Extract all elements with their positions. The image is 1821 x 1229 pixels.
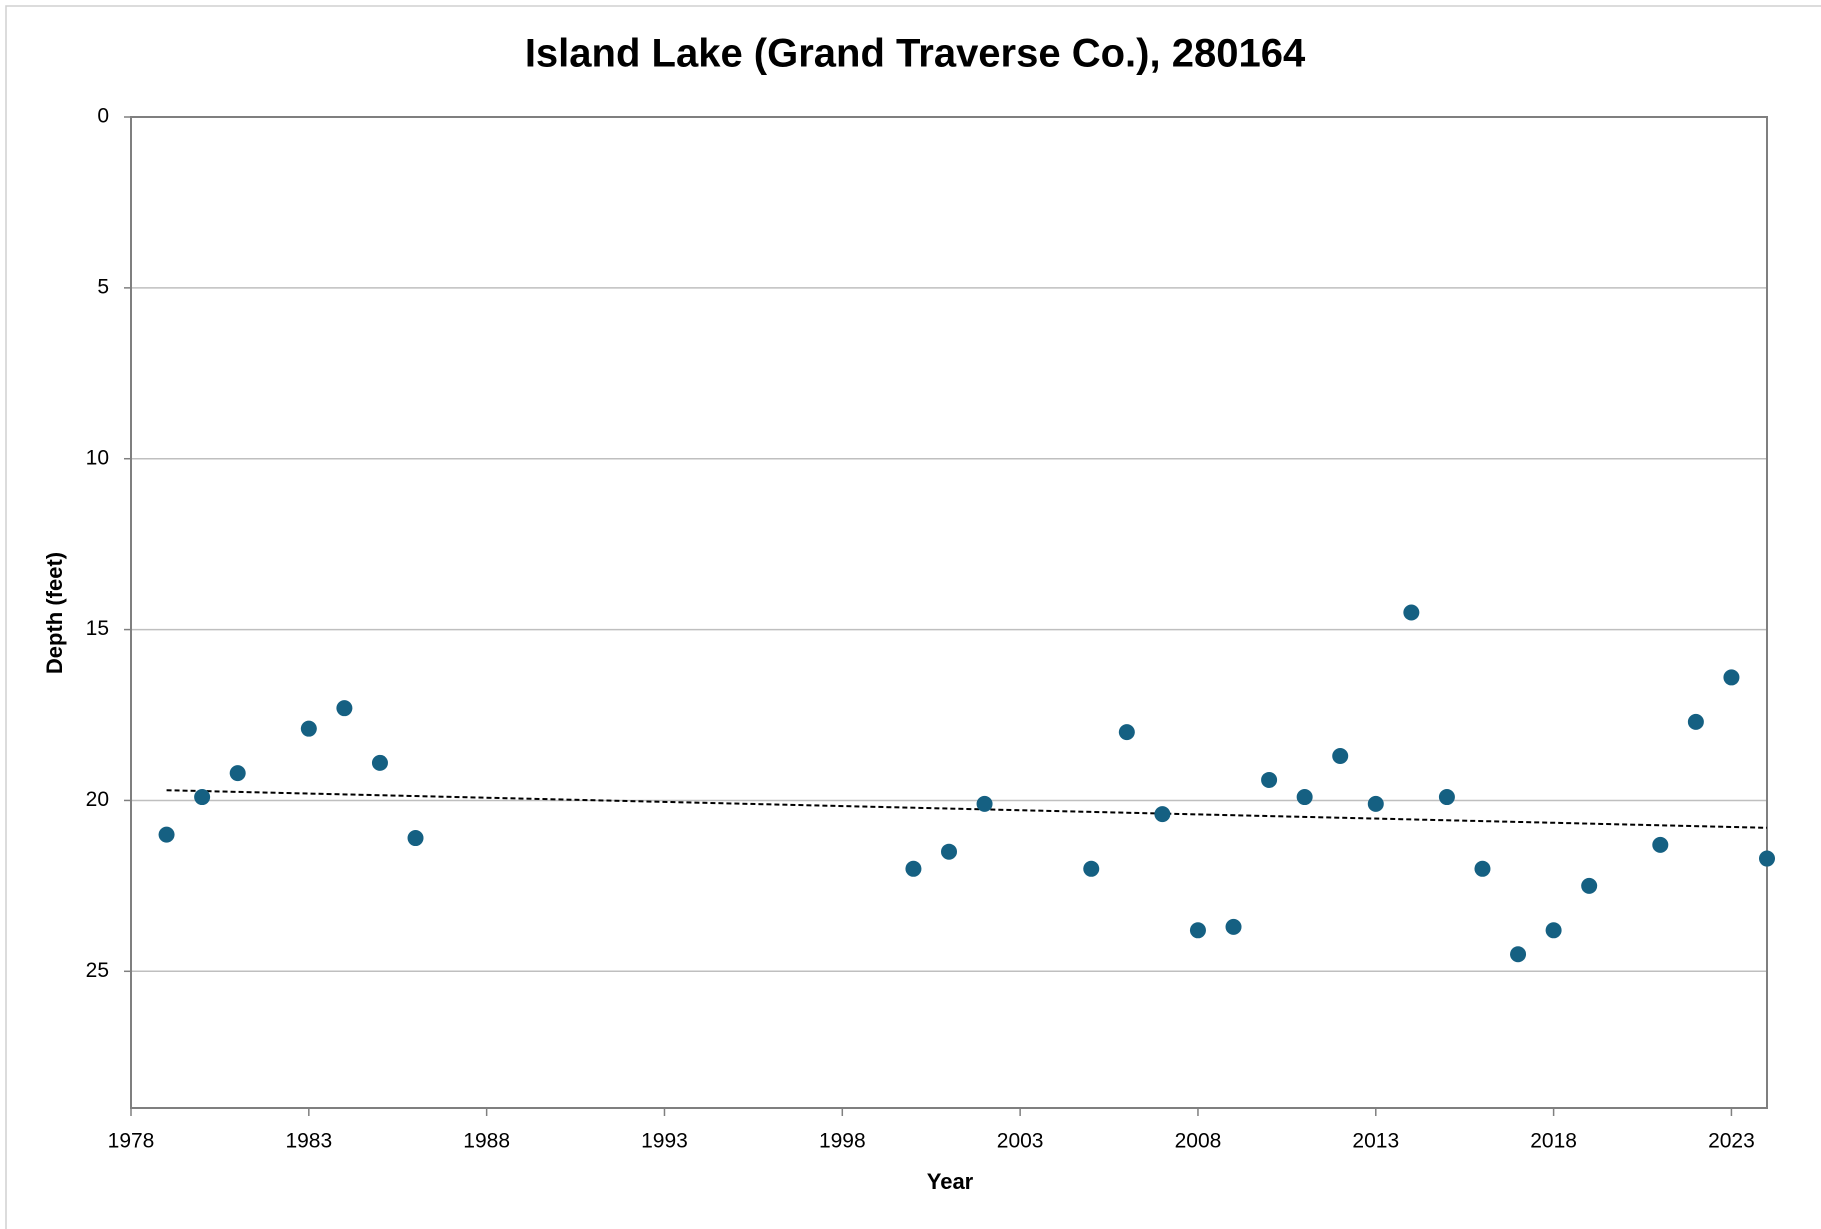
x-tick-label: 2003: [997, 1130, 1044, 1153]
data-point: [905, 860, 922, 877]
data-point: [407, 830, 424, 847]
x-tick-label: 2018: [1530, 1130, 1577, 1153]
data-point: [229, 765, 246, 782]
data-point: [1759, 850, 1775, 867]
data-point: [194, 789, 211, 806]
data-point: [371, 754, 388, 771]
y-tick-label: 10: [86, 446, 109, 469]
y-tick-label: 15: [86, 617, 109, 640]
data-point: [1118, 724, 1135, 741]
trendline: [166, 789, 1768, 829]
x-tick-label: 1978: [108, 1130, 155, 1153]
x-tick-label: 1998: [819, 1130, 866, 1153]
data-point: [1403, 604, 1420, 621]
data-point: [1189, 922, 1206, 939]
data-point: [1438, 789, 1455, 806]
data-point: [1581, 877, 1598, 894]
y-tick-label: 25: [86, 959, 109, 982]
data-point: [941, 843, 957, 860]
y-tick-label: 20: [86, 788, 109, 811]
x-tick-label: 2023: [1708, 1130, 1755, 1153]
data-point: [300, 720, 317, 737]
data-point: [1652, 836, 1669, 853]
y-tick-label: 5: [97, 275, 109, 298]
y-axis-label: Depth (feet): [42, 552, 67, 674]
data-point: [1474, 860, 1491, 877]
y-tick-label: 0: [97, 105, 109, 128]
data-point: [336, 700, 353, 717]
plot-border: [130, 116, 1768, 1109]
x-tick-label: 2013: [1352, 1130, 1399, 1153]
data-point: [1083, 860, 1100, 877]
data-point: [1510, 946, 1527, 963]
data-point: [1225, 918, 1242, 935]
data-point: [1332, 748, 1349, 765]
data-point: [976, 795, 993, 812]
x-tick-label: 1983: [285, 1130, 332, 1153]
x-axis-label: Year: [927, 1169, 974, 1194]
x-tick-label: 1993: [641, 1130, 688, 1153]
data-point: [158, 826, 175, 843]
data-point: [1687, 713, 1704, 730]
chart-title: Island Lake (Grand Traverse Co.), 280164: [525, 32, 1306, 76]
data-point: [1545, 922, 1562, 939]
data-point: [1154, 806, 1171, 823]
x-tick-label: 2008: [1175, 1130, 1222, 1153]
data-point: [1261, 771, 1278, 788]
data-point: [1367, 795, 1384, 812]
chart-frame: [5, 5, 1821, 1229]
x-tick-label: 1988: [463, 1130, 510, 1153]
data-point: [1296, 789, 1313, 806]
data-point: [1723, 669, 1740, 686]
